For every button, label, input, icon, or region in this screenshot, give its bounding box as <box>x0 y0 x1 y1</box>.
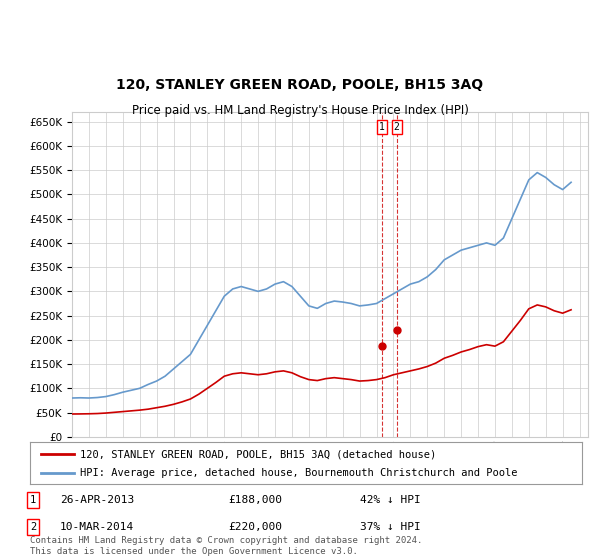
Text: Contains HM Land Registry data © Crown copyright and database right 2024.
This d: Contains HM Land Registry data © Crown c… <box>30 536 422 556</box>
Text: 2: 2 <box>30 522 36 532</box>
Text: 10-MAR-2014: 10-MAR-2014 <box>60 522 134 532</box>
Text: HPI: Average price, detached house, Bournemouth Christchurch and Poole: HPI: Average price, detached house, Bour… <box>80 468 517 478</box>
Text: 42% ↓ HPI: 42% ↓ HPI <box>360 495 421 505</box>
Text: 1: 1 <box>30 495 36 505</box>
Text: 37% ↓ HPI: 37% ↓ HPI <box>360 522 421 532</box>
Text: £220,000: £220,000 <box>228 522 282 532</box>
Text: 1: 1 <box>379 122 385 132</box>
Text: 120, STANLEY GREEN ROAD, POOLE, BH15 3AQ: 120, STANLEY GREEN ROAD, POOLE, BH15 3AQ <box>116 78 484 92</box>
Text: £188,000: £188,000 <box>228 495 282 505</box>
Text: 2: 2 <box>394 122 400 132</box>
Text: Price paid vs. HM Land Registry's House Price Index (HPI): Price paid vs. HM Land Registry's House … <box>131 104 469 116</box>
Text: 26-APR-2013: 26-APR-2013 <box>60 495 134 505</box>
Text: 120, STANLEY GREEN ROAD, POOLE, BH15 3AQ (detached house): 120, STANLEY GREEN ROAD, POOLE, BH15 3AQ… <box>80 449 436 459</box>
